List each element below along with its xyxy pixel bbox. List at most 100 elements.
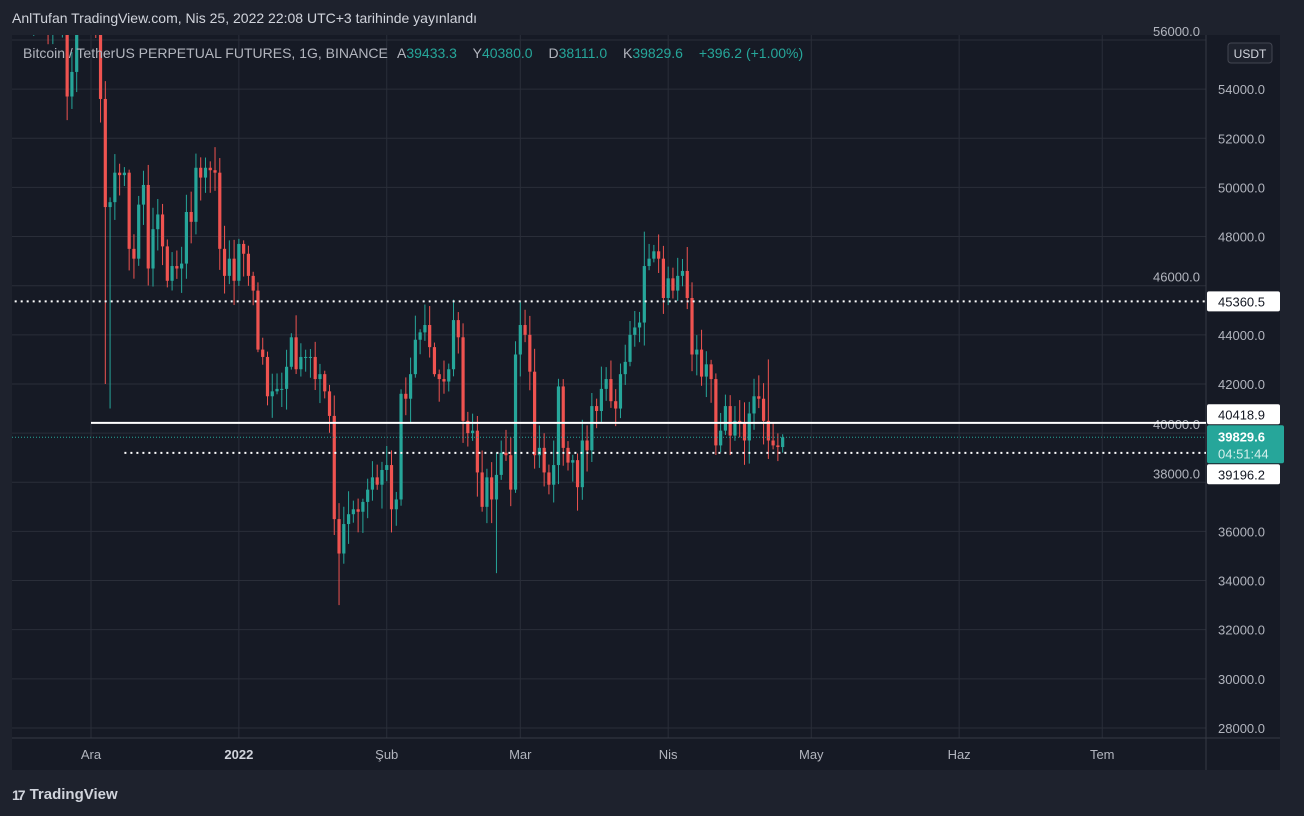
x-tick-label: May: [799, 747, 824, 762]
candlestick-chart[interactable]: 28000.0 30000.0 32000.0 34000.0 36000.0 38000…: [0, 0, 1304, 780]
candle-body: [318, 374, 322, 380]
y-tick-label: 36000.0: [1218, 524, 1265, 539]
candle-body: [208, 167, 212, 171]
candle-body: [733, 420, 737, 436]
candle-body: [752, 396, 756, 414]
candle-body: [408, 374, 413, 399]
candle-body: [647, 258, 651, 267]
y-tick-label: 52000.0: [1218, 131, 1265, 146]
level-price-label: 45360.5: [1218, 294, 1265, 309]
candle-body: [552, 465, 556, 485]
candle-body: [466, 420, 470, 434]
candle-body: [103, 98, 107, 208]
candle-body: [518, 325, 522, 355]
x-tick-label: Mar: [509, 747, 532, 762]
x-tick-label: 2022: [224, 747, 253, 762]
candle-body: [537, 447, 541, 456]
low-value: 38111.0: [558, 45, 608, 61]
candle-body: [27, 0, 30, 18]
currency-badge: [1227, 42, 1273, 64]
candle-body: [141, 184, 146, 205]
candle-body: [542, 447, 546, 473]
candle-body: [451, 320, 456, 370]
candle-body: [423, 325, 427, 333]
candle-body: [332, 415, 336, 520]
candle-body: [294, 337, 298, 370]
candle-body: [346, 514, 351, 525]
candle-body: [337, 519, 341, 554]
candle-body: [523, 325, 527, 335]
candle-body: [609, 379, 613, 402]
candle-body: [604, 379, 608, 389]
candle-body: [237, 243, 241, 281]
candle-body: [657, 251, 661, 259]
candle-body: [509, 455, 513, 490]
y-tick-label: 46000.0: [1153, 270, 1200, 285]
candle-body: [118, 172, 122, 176]
candle-body: [614, 401, 618, 409]
open-value: 39433.3: [406, 45, 457, 61]
candle-body: [781, 437, 785, 448]
candle-body: [628, 334, 632, 362]
candle-body: [327, 391, 332, 416]
candle-body: [561, 386, 565, 448]
y-tick-label: 32000.0: [1218, 623, 1265, 638]
candle-body: [189, 211, 193, 222]
candle-body: [122, 172, 126, 176]
candle-body: [623, 361, 627, 375]
last-price-label: 39829.6: [1218, 429, 1265, 444]
candle-body: [194, 167, 198, 222]
candle-body: [590, 406, 594, 451]
candle-body: [184, 211, 188, 264]
candle-body: [742, 423, 747, 441]
candle-body: [213, 170, 217, 173]
candle-body: [218, 172, 222, 249]
candle-body: [385, 465, 389, 470]
candle-body: [304, 356, 308, 358]
candle-body: [308, 356, 313, 358]
candle-body: [256, 290, 260, 350]
brand-name[interactable]: TradingView: [29, 786, 118, 803]
y-tick-label: 54000.0: [1218, 82, 1265, 97]
candle-body: [699, 349, 704, 377]
candle-body: [456, 320, 460, 338]
candle-body: [342, 524, 346, 554]
candle-body: [242, 243, 246, 254]
candle-body: [89, 15, 92, 17]
candle-body: [170, 266, 174, 281]
candle-body: [547, 472, 551, 485]
tradingview-logo-icon: 17: [12, 786, 26, 803]
candle-body: [80, 0, 83, 11]
candle-body: [485, 477, 489, 507]
candle-body: [413, 339, 417, 375]
candle-body: [637, 322, 642, 328]
candle-body: [556, 386, 561, 466]
candle-body: [566, 447, 570, 463]
candle-body: [776, 445, 780, 448]
low-label: D: [548, 45, 559, 61]
candle-body: [642, 266, 646, 323]
level-price-label: 40418.9: [1218, 407, 1265, 422]
symbol-name[interactable]: Bitcoin / TetherUS PERPETUAL FUTURES, 1G…: [23, 45, 388, 61]
x-tick-label: Şub: [375, 747, 398, 762]
currency-label: USDT: [1234, 47, 1267, 61]
candle-body: [728, 406, 732, 436]
candle-body: [528, 334, 532, 372]
candle-body: [61, 0, 64, 13]
candle-body: [533, 371, 537, 456]
candle-body: [180, 263, 184, 269]
candle-body: [199, 167, 203, 178]
candle-body: [666, 278, 670, 298]
candle-body: [289, 337, 293, 367]
candle-body: [284, 366, 289, 389]
candle-body: [46, 0, 49, 33]
right-strip: [1282, 35, 1304, 770]
candle-body: [471, 430, 475, 434]
candle-body: [719, 430, 723, 446]
close-value: 39829.6: [632, 45, 683, 61]
candle-body: [275, 388, 279, 392]
level-price-label-bg: [1207, 291, 1280, 312]
open-label: A: [397, 45, 407, 61]
candle-body: [571, 460, 575, 463]
candle-body: [370, 477, 375, 490]
